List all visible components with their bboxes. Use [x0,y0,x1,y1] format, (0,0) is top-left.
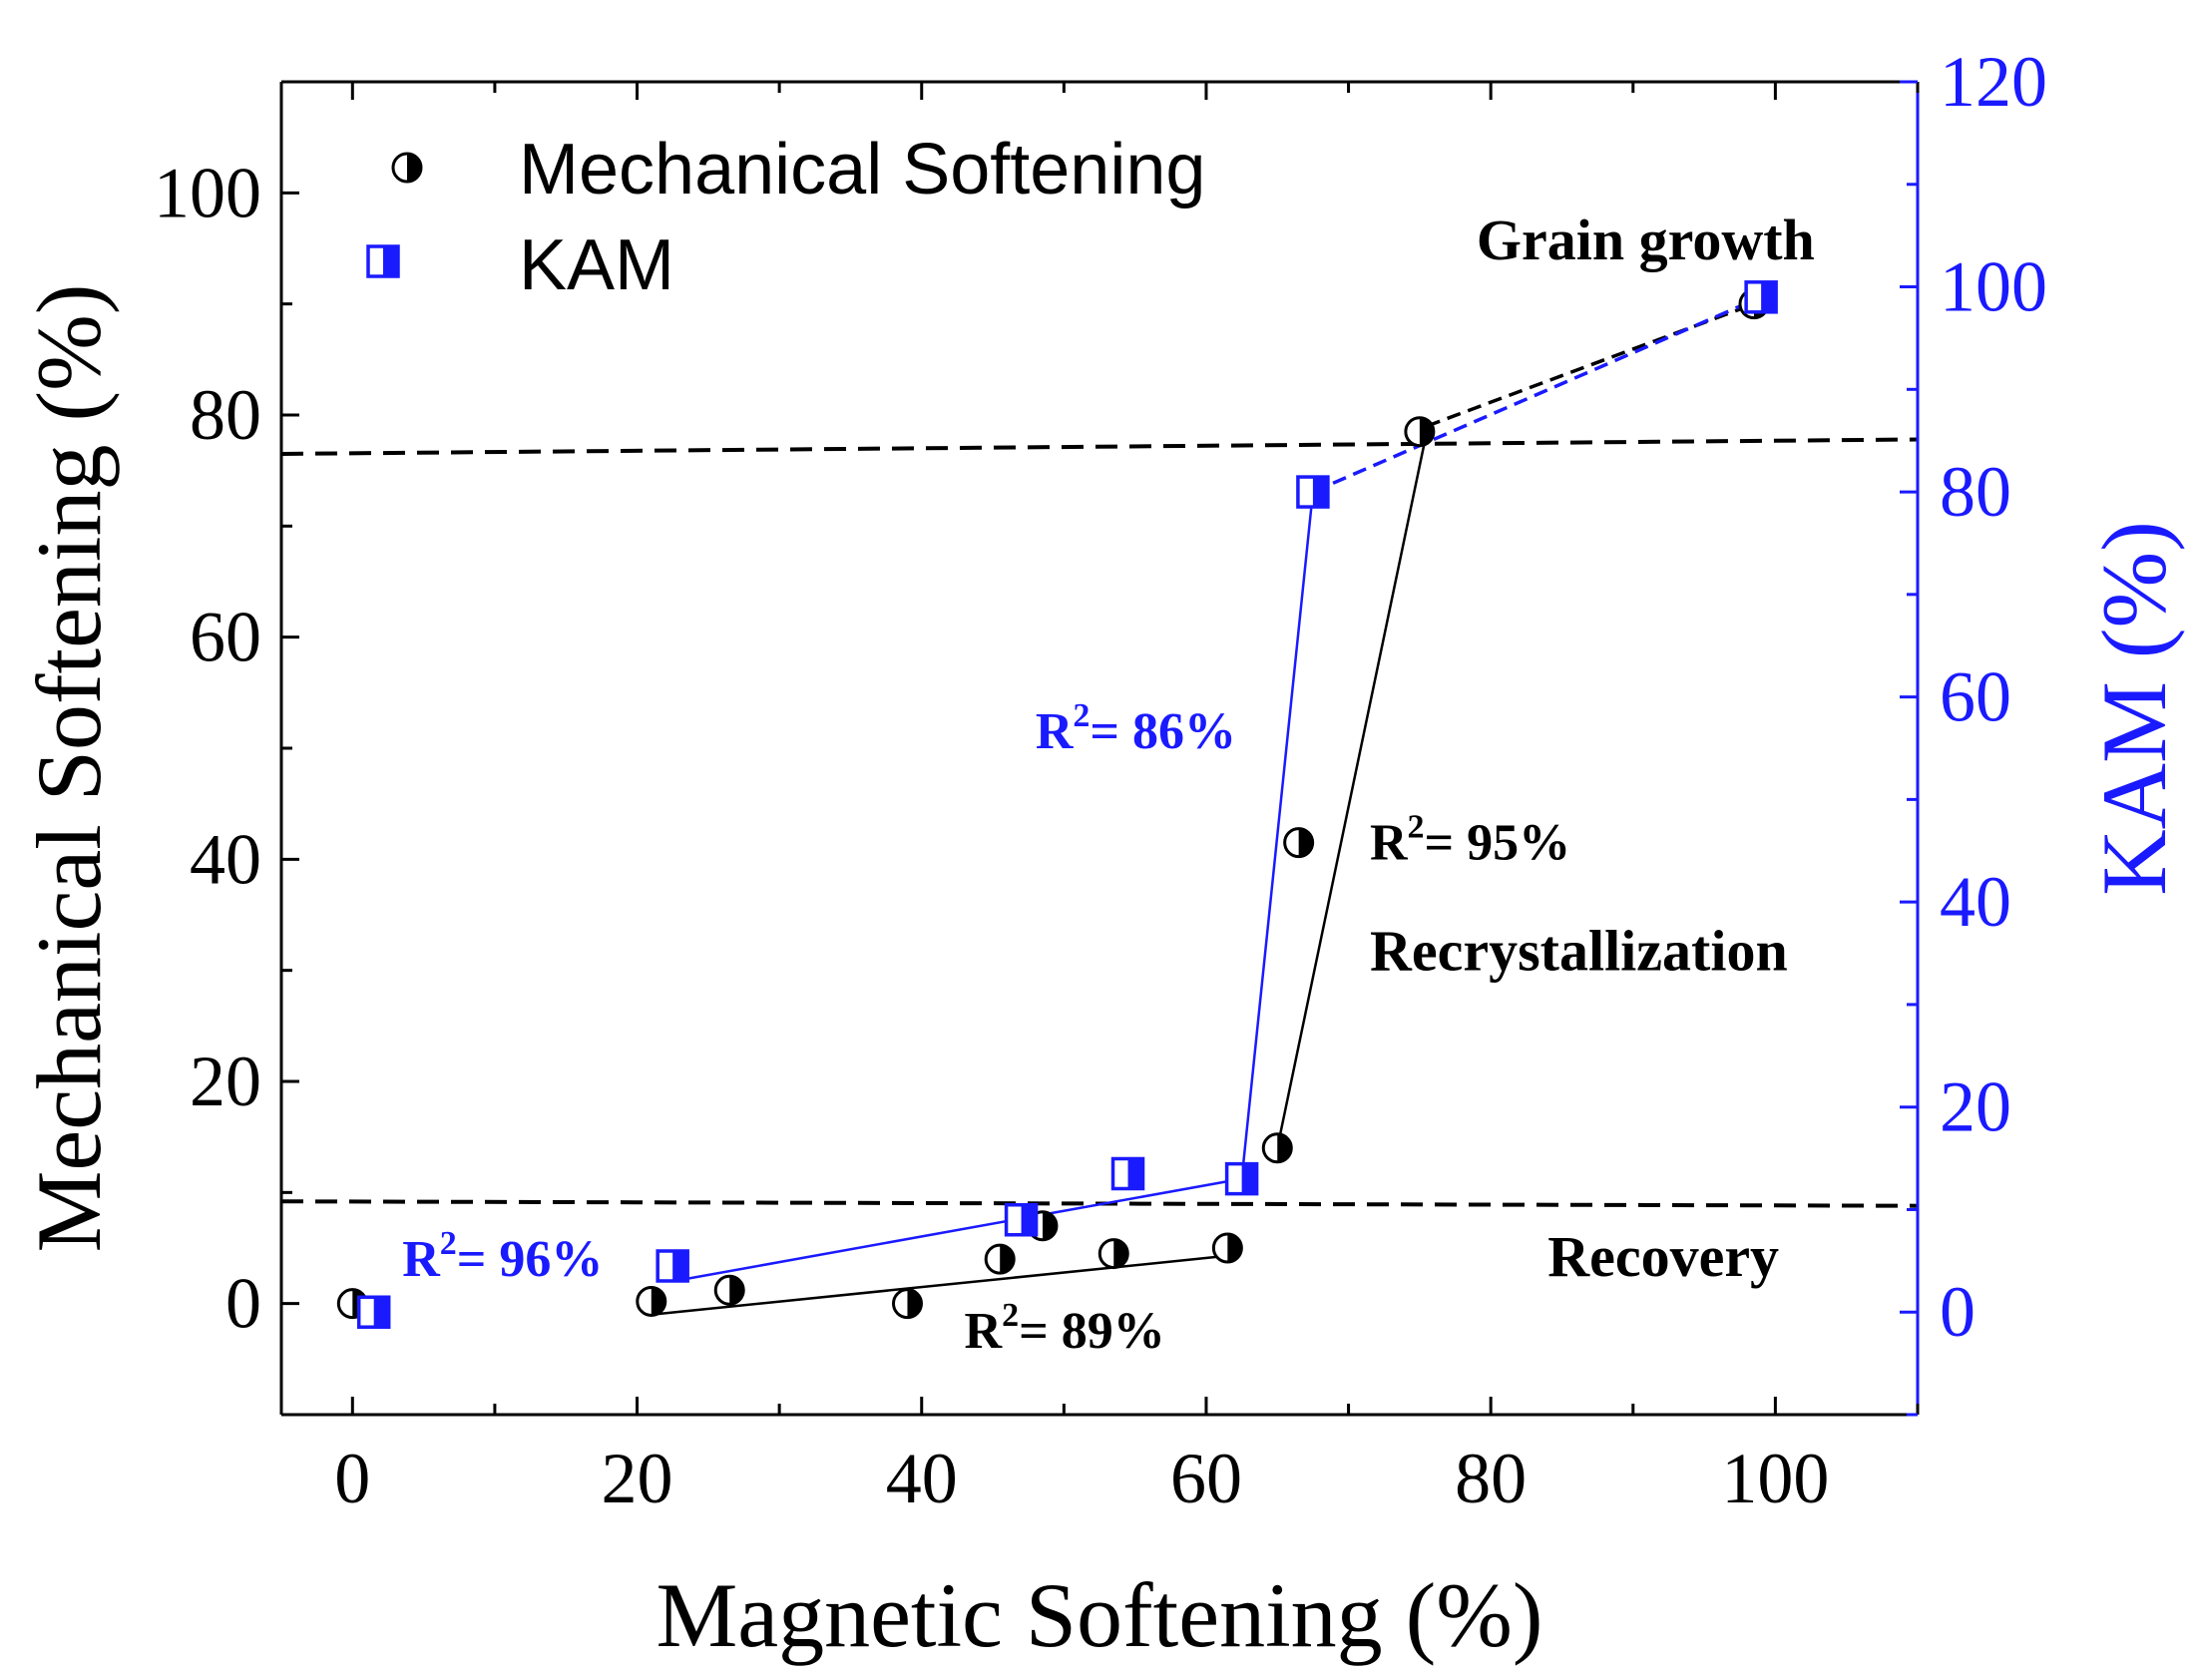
x-tick-label-40: 40 [886,1439,958,1518]
kam-r2-recovery-superscript: 2 [440,1225,457,1262]
legend-mechanical-softening-marker-fill [407,154,421,182]
mechanical-softening-point-4-fill [907,1289,922,1318]
kam-point-1 [356,1295,391,1329]
kam-point-2-fill [672,1250,688,1281]
region-recrystallization-main: Recrystallization [1370,919,1788,984]
annotations-layer: R2= 86%R2= 95%R2= 96%R2= 89%Grain growth… [402,208,1815,1360]
mech-recovery-fit [651,1254,1228,1317]
y-left-tick-label-20: 20 [190,1042,261,1121]
legend-mechanical-softening-label: Mechanical Softening [519,130,1205,210]
kam-point-6 [1296,475,1330,509]
mech-recrystallization-fit [1276,431,1429,1149]
kam-point-7-fill [1761,281,1777,312]
kam-point-5-fill [1241,1163,1257,1194]
region-recovery: Recovery [1547,1224,1779,1289]
mechanical-softening-point-8-fill [1227,1234,1242,1262]
kam-r2-recovery-main: R [402,1231,441,1288]
mech-r2-recovery-main: R [965,1303,1004,1360]
kam-point-4 [1110,1156,1145,1191]
kam-point-7 [1744,280,1778,314]
upper-boundary-line [280,437,1919,456]
mechanical-softening-point-10-fill [1298,828,1313,857]
mechanical-softening-point-2-fill [651,1287,665,1316]
y-left-tick-label-0: 0 [225,1264,261,1344]
mechanical-softening-point-4 [891,1288,923,1320]
mechanical-softening-point-7 [1097,1238,1129,1270]
mechanical-softening-point-9-fill [1277,1133,1292,1162]
x-tick-label-100: 100 [1721,1439,1829,1518]
y-right-tick-label-40: 40 [1940,862,2011,942]
kam-point-3-fill [1021,1204,1037,1235]
mechanical-softening-point-8 [1211,1232,1243,1264]
y-right-tick-label-60: 60 [1940,657,2011,737]
mechanical-softening-point-11-fill [1419,417,1434,446]
y-right-axis-title: KAM (%) [2083,521,2185,896]
y-left-tick-label-100: 100 [154,153,261,232]
y-right-tick-label-120: 120 [1940,42,2047,122]
kam-point-3 [1004,1202,1039,1237]
kam-point-2 [656,1249,689,1283]
x-axis-title: Magnetic Softening (%) [656,1564,1542,1666]
y-left-tick-label-80: 80 [190,375,261,455]
mechanical-softening-point-7-fill [1113,1239,1128,1268]
x-tick-label-20: 20 [602,1439,673,1518]
mech-r2-recovery: R2= 89% [965,1297,1165,1360]
kam-point-1-fill [373,1297,389,1328]
kam-r2-recrystallization-superscript: 2 [1073,697,1090,734]
y-right-tick-label-100: 100 [1940,247,2047,327]
mech-r2-recovery-value: = 89% [1019,1303,1165,1360]
kam-recrystallization-fit [1240,491,1315,1179]
legend: Mechanical Softening KAM [366,130,1205,305]
mechanical-softening-point-11 [1404,416,1436,448]
kam-point-6-fill [1312,477,1328,508]
data-points-layer [336,280,1778,1329]
region-grain-growth-main: Grain growth [1477,208,1815,272]
y-left-tick-label-60: 60 [190,598,261,677]
y-right-tick-label-20: 20 [1940,1067,2011,1147]
y-left-tick-label-40: 40 [190,819,261,899]
y-right-tick-label-80: 80 [1940,452,2011,532]
y-left-axis-title: Mechanical Softening (%) [18,284,120,1253]
mechanical-softening-point-3-fill [729,1276,744,1305]
mech-r2-recrystallization-value: = 95% [1425,814,1571,871]
kam-r2-recrystallization-value: = 86% [1090,703,1236,760]
mechanical-softening-point-9 [1261,1132,1293,1164]
kam-r2-recrystallization-main: R [1036,703,1075,760]
kam-point-4-fill [1127,1158,1143,1189]
kam-r2-recovery-value: = 96% [457,1231,604,1288]
kam-recovery-fit [671,1177,1242,1283]
region-recrystallization: Recrystallization [1370,919,1788,984]
region-recovery-main: Recovery [1547,1224,1779,1289]
threshold-lines-layer [280,437,1919,1208]
mech-r2-recrystallization-main: R [1370,814,1409,871]
legend-kam-marker-fill [383,246,398,276]
kam-r2-recovery: R2= 96% [402,1225,603,1288]
legend-mechanical-softening-marker [391,152,423,184]
mechanical-softening-point-2 [636,1285,667,1317]
y-right-tick-label-0: 0 [1940,1272,1975,1352]
kam-point-5 [1224,1161,1259,1196]
mechanical-softening-point-10 [1283,827,1315,859]
mechanical-softening-point-5-fill [1000,1245,1015,1274]
mech-r2-recovery-superscript: 2 [1002,1297,1019,1334]
kam-graingrowth-fit [1312,295,1762,494]
axes-layer: 0 20 40 60 80 100 0 20 40 60 80 100 0 20 40 60 80 100 120 M… [18,42,2185,1666]
mech-r2-recrystallization: R2= 95% [1370,808,1570,871]
x-tick-label-60: 60 [1170,1439,1242,1518]
mechanical-softening-point-5 [984,1243,1016,1275]
mech-r2-recrystallization-superscript: 2 [1408,808,1425,845]
fit-lines-layer [651,295,1762,1317]
x-tick-label-80: 80 [1455,1439,1527,1518]
legend-kam-label: KAM [519,225,674,305]
legend-kam-marker [366,244,400,278]
mechanical-softening-point-3 [713,1274,745,1306]
kam-r2-recrystallization: R2= 86% [1036,697,1236,760]
x-tick-label-0: 0 [334,1439,370,1518]
mechanical-softening-point-6-fill [1042,1211,1057,1240]
region-grain-growth: Grain growth [1477,208,1815,272]
